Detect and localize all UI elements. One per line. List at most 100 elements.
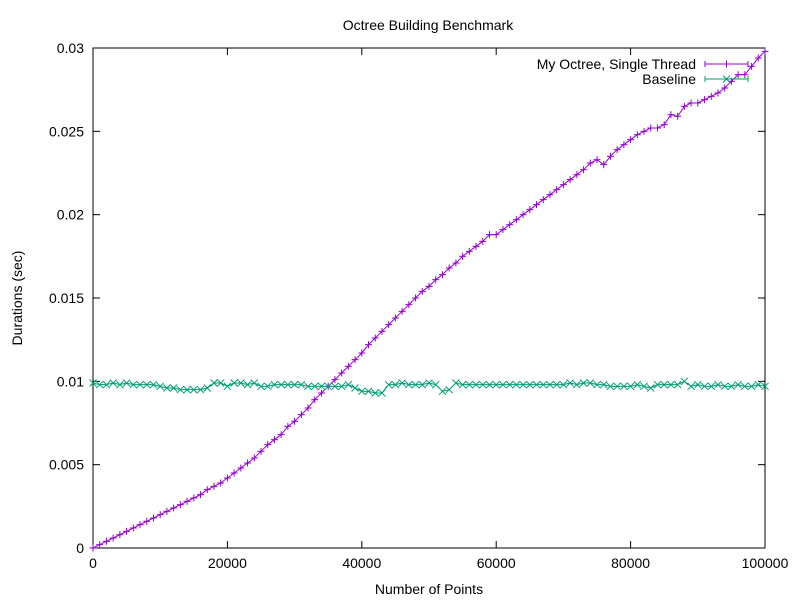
data-point [707,382,716,391]
data-point [734,380,742,389]
data-point [694,99,702,107]
data-point [297,380,306,389]
data-point [459,252,467,260]
data-point [169,384,178,392]
legend-marker [722,75,731,83]
data-point [236,379,245,387]
data-point [465,380,474,389]
data-point [404,380,413,389]
data-point [250,379,259,387]
data-point [485,380,494,389]
data-point [230,379,238,387]
data-point [143,517,151,525]
data-point [378,389,386,397]
data-point [371,334,379,342]
data-point [512,380,521,389]
x-axis: 0 20000 40000 60000 80000 100000 [89,48,789,571]
data-point [533,201,541,209]
x-tick-label: 40000 [342,555,381,571]
data-point [384,380,393,389]
data-point [693,380,702,389]
data-point [492,231,500,239]
data-point [96,541,104,549]
y-tick-label: 0.03 [57,40,84,56]
data-point [700,382,709,391]
data-point [552,380,561,389]
data-point [331,382,339,391]
data-point [539,380,548,389]
data-point [210,379,218,387]
data-point [633,131,641,139]
legend-label-series-1: My Octree, Single Thread [537,56,696,72]
data-point [378,327,386,335]
data-point [546,191,554,199]
data-point [674,112,682,120]
data-point [593,156,601,164]
x-tick-label: 60000 [477,555,516,571]
legend-marker [723,60,730,68]
data-point [472,380,480,389]
series-1 [89,47,769,552]
data-point [357,387,366,396]
data-point [183,385,191,394]
data-point [653,124,661,132]
data-point [740,382,749,391]
data-point [244,459,252,467]
data-point [391,380,400,389]
data-point [257,382,265,391]
data-point [317,382,326,391]
data-point [156,382,165,391]
y-axis: 0 0.005 0.01 0.015 0.02 0.025 0.03 [49,40,765,556]
data-point [566,176,574,184]
data-point [270,436,278,444]
data-point [89,379,97,387]
data-point [640,382,648,391]
data-point [425,282,433,290]
data-point [391,314,399,322]
data-point [411,380,420,389]
y-tick-label: 0.01 [57,373,84,389]
data-point [627,136,635,144]
data-point [277,431,285,439]
data-point [599,380,608,389]
data-point [364,387,373,396]
data-point [102,380,111,389]
data-point [754,380,763,389]
data-point [667,380,675,389]
data-point [189,385,198,394]
chart-title: Octree Building Benchmark [343,17,514,33]
data-point [156,511,164,519]
data-point [452,259,460,267]
data-point [714,380,722,389]
x-tick-label: 20000 [208,555,247,571]
data-point [727,382,736,391]
data-point [445,385,454,394]
data-point [317,389,325,397]
data-point [405,301,413,309]
data-point [129,380,138,389]
data-point [714,89,722,97]
data-point [747,382,756,391]
series-2 [89,377,769,397]
data-point [586,379,595,387]
legend: My Octree, Single Thread Baseline [537,56,749,87]
data-point [176,385,185,394]
data-point [263,382,272,391]
data-point [499,226,507,234]
data-point [418,287,426,295]
data-point [136,380,144,389]
data-point [223,382,232,391]
data-point [525,380,534,389]
data-point [452,379,460,387]
y-axis-label: Durations (sec) [9,251,25,346]
data-point [499,380,507,389]
data-point [586,159,594,167]
data-point [485,231,493,239]
legend-sample-series-2 [704,75,749,83]
data-point [546,380,554,389]
y-tick-label: 0 [76,540,84,556]
series-layer [89,47,769,552]
data-point [95,380,104,389]
data-point [687,99,695,107]
data-point [304,404,312,412]
